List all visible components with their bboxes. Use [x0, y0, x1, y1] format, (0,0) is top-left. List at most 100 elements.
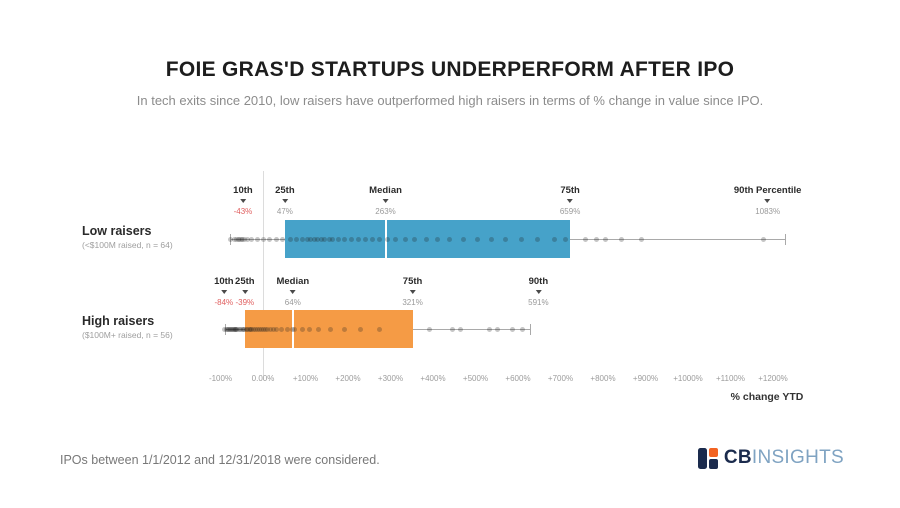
data-point [270, 326, 276, 332]
percentile-marker: 75th 659% [560, 185, 580, 216]
data-point [563, 236, 569, 242]
page-subtitle: In tech exits since 2010, low raisers ha… [136, 93, 764, 108]
percentile-marker: Median 64% [276, 276, 309, 307]
whisker-cap [530, 323, 532, 335]
x-axis-tick: +600% [505, 374, 531, 383]
x-axis-tick: 0.00% [251, 374, 275, 383]
percentile-label: 90th Percentile [733, 185, 802, 196]
data-point [519, 236, 525, 242]
x-axis-tick: +300% [377, 374, 404, 383]
series-subtitle: (<$100M raised, n = 64) [82, 240, 173, 250]
data-point [253, 326, 259, 332]
data-point [363, 236, 369, 242]
data-point [237, 236, 243, 242]
triangle-down-icon [764, 199, 771, 203]
whisker-cap [784, 233, 786, 245]
data-point [245, 326, 251, 332]
data-point [290, 326, 296, 332]
percentile-marker: 90th 591% [528, 276, 548, 307]
data-point [223, 326, 229, 332]
percentile-label: 10th [214, 276, 234, 287]
data-point [316, 326, 322, 332]
percentile-label: 75th [402, 276, 423, 287]
data-point [260, 326, 266, 332]
data-point [342, 236, 348, 242]
percentile-label: Median [276, 276, 310, 287]
data-point [300, 326, 306, 332]
data-point [602, 236, 608, 242]
percentile-value: 321% [402, 298, 423, 307]
data-point [510, 326, 516, 332]
x-axis-tick: +900% [632, 374, 659, 383]
data-point [230, 326, 236, 332]
percentile-label: 25th [235, 276, 255, 287]
data-point [593, 236, 599, 242]
data-point [288, 236, 294, 242]
logo-text: CBINSIGHTS [724, 447, 844, 469]
data-point [393, 236, 399, 242]
data-point [249, 326, 255, 332]
data-point [519, 326, 525, 332]
data-point [377, 236, 382, 242]
percentile-value: -39% [235, 298, 255, 307]
data-point [248, 236, 254, 242]
data-point [225, 326, 231, 332]
data-point [294, 236, 300, 242]
percentile-marker: 90th Percentile 1083% [734, 185, 802, 216]
data-point [274, 326, 280, 332]
percentile-label: 75th [560, 185, 580, 196]
percentile-marker: 10th -43% [233, 185, 253, 216]
data-point [502, 236, 508, 242]
data-point [246, 326, 252, 332]
data-point [232, 326, 238, 332]
data-point [582, 236, 588, 242]
data-point [234, 326, 240, 332]
data-point [235, 326, 241, 332]
x-axis-tick: +100% [292, 374, 319, 383]
series-subtitle: ($100M+ raised, n = 56) [82, 330, 173, 340]
data-point [284, 326, 290, 332]
data-point [229, 326, 235, 332]
data-point [251, 326, 257, 332]
data-point [267, 236, 273, 242]
data-point [328, 326, 334, 332]
x-axis-tick: +1200% [758, 374, 788, 383]
data-point [242, 326, 248, 332]
x-axis-tick: +700% [547, 374, 574, 383]
percentile-value: 47% [276, 207, 293, 216]
data-point [241, 236, 247, 242]
triangle-down-icon [289, 290, 296, 294]
data-point [427, 326, 433, 332]
cbinsights-logo: CBINSIGHTS [697, 447, 844, 469]
data-point [280, 236, 286, 242]
data-point [226, 326, 232, 332]
data-point [235, 236, 241, 242]
footnote: IPOs between 1/1/2012 and 12/31/2018 wer… [60, 453, 380, 467]
data-point [639, 236, 645, 242]
logo-text-cb: CB [723, 447, 752, 468]
percentile-value: 64% [284, 298, 301, 307]
data-point [254, 236, 260, 242]
data-point [619, 236, 625, 242]
data-point [239, 236, 245, 242]
series-name: Low raisers [82, 224, 152, 238]
percentile-value: -84% [214, 298, 234, 307]
data-point [239, 326, 245, 332]
data-point [315, 236, 321, 242]
data-point [265, 326, 271, 332]
percentile-marker: 25th 47% [275, 185, 295, 216]
median-line [291, 310, 294, 348]
data-point [254, 326, 260, 332]
percentile-value: 591% [528, 298, 549, 307]
data-point [488, 236, 494, 242]
data-point [446, 236, 452, 242]
triangle-down-icon [409, 290, 416, 294]
data-point [349, 236, 355, 242]
x-axis-tick: +200% [335, 374, 361, 383]
data-point [227, 326, 233, 332]
data-point [227, 236, 233, 242]
data-point [262, 326, 268, 332]
data-point [358, 326, 364, 332]
data-point [233, 236, 239, 242]
data-point [279, 326, 285, 332]
